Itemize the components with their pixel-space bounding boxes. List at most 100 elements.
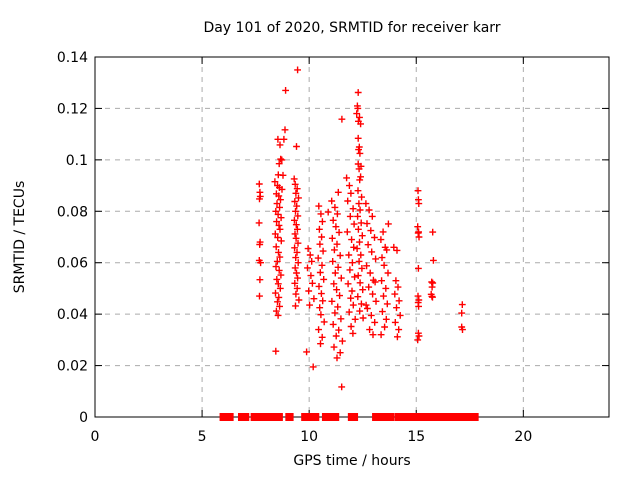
scatter-point bbox=[414, 336, 422, 344]
scatter-point bbox=[380, 292, 387, 300]
y-tick-label: 0.14 bbox=[57, 50, 88, 66]
scatter-point bbox=[293, 285, 301, 292]
scatter-point bbox=[282, 87, 289, 94]
scatter-point bbox=[354, 105, 362, 112]
scatter-point bbox=[292, 254, 300, 261]
scatter-point bbox=[329, 321, 337, 328]
scatter-point bbox=[256, 292, 263, 300]
scatter-point bbox=[272, 243, 280, 251]
scatter-point bbox=[291, 279, 299, 287]
scatter-point bbox=[346, 266, 354, 274]
scatter-point bbox=[354, 213, 361, 220]
y-tick-label: 0.02 bbox=[57, 359, 88, 375]
scatter-point bbox=[292, 302, 299, 310]
scatter-point bbox=[356, 307, 364, 315]
scatter-point bbox=[272, 263, 280, 270]
scatter-point bbox=[331, 204, 339, 211]
scatter-point bbox=[393, 304, 400, 312]
scatter-point bbox=[415, 332, 423, 340]
scatter-point bbox=[334, 210, 341, 218]
scatter-point bbox=[362, 200, 370, 207]
scatter-point bbox=[281, 126, 289, 134]
scatter-point bbox=[316, 225, 323, 233]
scatter-point bbox=[358, 300, 365, 308]
scatter-point bbox=[347, 294, 355, 302]
scatter-point bbox=[317, 210, 325, 218]
scatter-point bbox=[318, 261, 326, 269]
scatter-point bbox=[277, 237, 285, 245]
scatter-point bbox=[357, 219, 365, 227]
scatter-point bbox=[294, 212, 302, 220]
zero-strip-segment bbox=[432, 413, 448, 421]
scatter-point bbox=[329, 258, 337, 265]
scatter-point bbox=[366, 269, 374, 277]
scatter-point bbox=[365, 283, 373, 291]
scatter-point bbox=[354, 134, 362, 142]
scatter-point bbox=[429, 228, 437, 236]
scatter-point bbox=[415, 265, 422, 272]
scatter-point bbox=[414, 187, 422, 195]
scatter-point bbox=[303, 348, 310, 356]
scatter-point bbox=[355, 225, 362, 233]
scatter-point bbox=[295, 194, 302, 202]
scatter-point bbox=[363, 220, 371, 227]
scatter-point bbox=[356, 176, 364, 184]
scatter-point bbox=[337, 315, 345, 323]
scatter-point bbox=[380, 261, 388, 269]
scatter-point bbox=[275, 267, 283, 274]
zero-strip-segment bbox=[242, 413, 250, 421]
scatter-point bbox=[307, 272, 315, 279]
y-tick-label: 0.1 bbox=[66, 153, 88, 169]
scatter-point bbox=[358, 193, 365, 201]
zero-strip-segment bbox=[256, 413, 268, 421]
zero-strip-segment bbox=[347, 413, 359, 421]
scatter-point bbox=[333, 286, 340, 294]
scatter-point bbox=[276, 285, 284, 292]
scatter-point bbox=[347, 189, 355, 197]
zero-strip-segment bbox=[375, 413, 389, 421]
scatter-point bbox=[276, 141, 284, 149]
zero-strip-segment bbox=[285, 413, 294, 421]
zero-strip-segment bbox=[219, 413, 234, 421]
scatter-point bbox=[317, 340, 324, 348]
scatter-point bbox=[330, 280, 338, 288]
scatter-point bbox=[276, 303, 283, 310]
scatter-point bbox=[328, 197, 336, 205]
scatter-point bbox=[273, 200, 281, 207]
scatter-point bbox=[355, 146, 362, 153]
scatter-point bbox=[395, 326, 403, 333]
scatter-point bbox=[363, 262, 370, 270]
scatter-point bbox=[332, 332, 340, 340]
scatter-point bbox=[291, 216, 298, 224]
zero-strip-segment bbox=[421, 413, 436, 421]
scatter-point bbox=[354, 89, 362, 96]
scatter-point bbox=[368, 248, 376, 256]
scatter-point bbox=[354, 293, 362, 301]
scatter-point bbox=[294, 259, 302, 267]
scatter-point bbox=[293, 185, 301, 193]
scatter-point bbox=[356, 238, 363, 246]
scatter-point bbox=[367, 227, 375, 234]
scatter-point bbox=[292, 189, 300, 197]
scatter-point bbox=[293, 249, 301, 256]
scatter-point bbox=[338, 383, 346, 391]
scatter-point bbox=[275, 160, 283, 168]
scatter-point bbox=[377, 331, 385, 339]
scatter-point bbox=[274, 312, 282, 319]
scatter-point bbox=[293, 269, 300, 277]
scatter-point bbox=[275, 192, 283, 200]
scatter-point bbox=[350, 243, 358, 251]
scatter-point bbox=[379, 308, 386, 315]
scatter-point bbox=[255, 219, 263, 227]
scatter-point bbox=[294, 274, 301, 282]
scatter-point bbox=[294, 225, 301, 233]
scatter-point bbox=[393, 247, 401, 254]
scatter-point bbox=[275, 249, 282, 256]
scatter-point bbox=[294, 66, 301, 74]
scatter-point bbox=[372, 255, 379, 263]
scatter-point bbox=[357, 251, 365, 259]
scatter-point bbox=[390, 243, 398, 251]
scatter-point bbox=[335, 229, 343, 236]
scatter-point bbox=[357, 120, 364, 128]
